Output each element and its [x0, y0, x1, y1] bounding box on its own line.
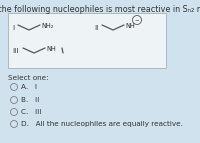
Text: NH: NH: [125, 23, 135, 29]
FancyBboxPatch shape: [8, 13, 166, 68]
Text: C.   III: C. III: [21, 109, 41, 115]
Text: Which of the following nucleophiles is most reactive in Sₙ₂ reactions?: Which of the following nucleophiles is m…: [0, 5, 200, 14]
Text: D.   All the nucleophiles are equally reactive.: D. All the nucleophiles are equally reac…: [21, 121, 183, 127]
Text: −: −: [135, 17, 139, 22]
Text: II: II: [94, 25, 98, 31]
Text: NH₂: NH₂: [41, 23, 54, 29]
Text: I: I: [12, 25, 14, 31]
Text: NH: NH: [46, 46, 56, 52]
Text: III: III: [12, 48, 18, 54]
Text: Select one:: Select one:: [8, 75, 49, 81]
Text: B.   II: B. II: [21, 97, 39, 103]
Text: A.   I: A. I: [21, 84, 37, 90]
